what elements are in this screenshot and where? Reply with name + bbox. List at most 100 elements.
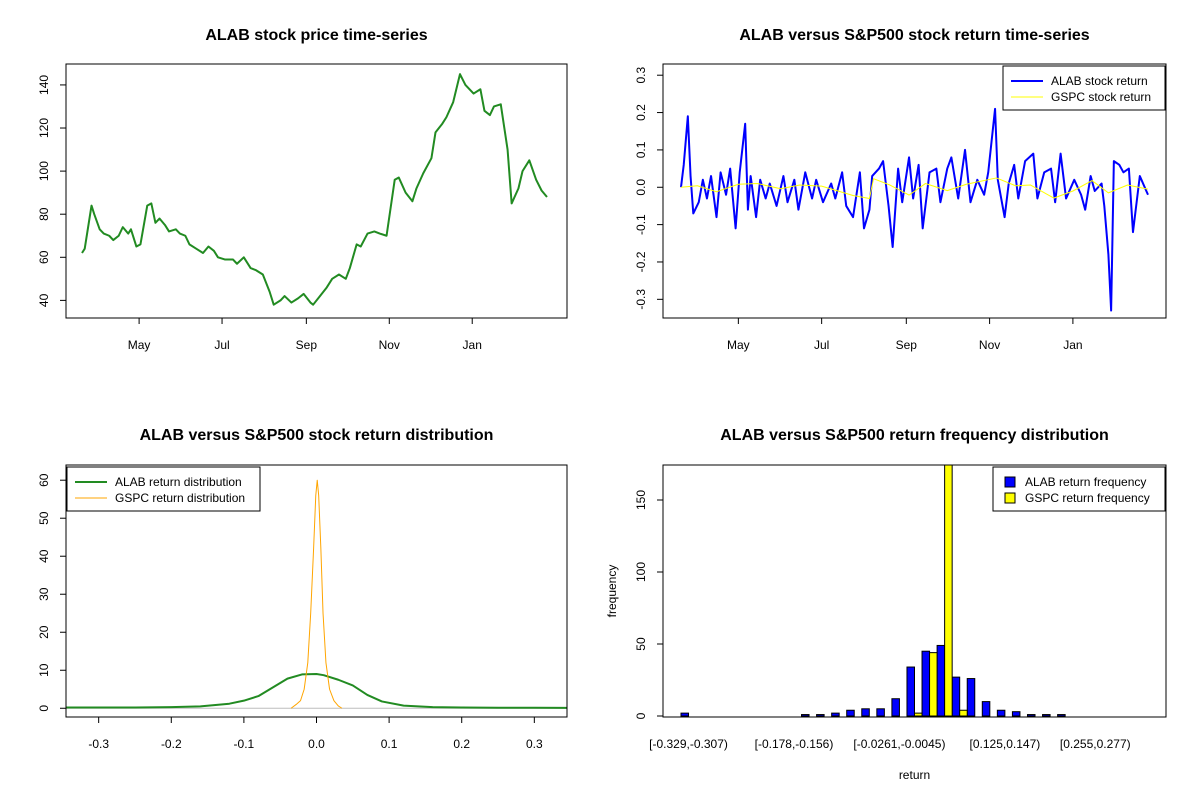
density-title: ALAB versus S&P500 stock return distribu…: [140, 427, 494, 444]
price-x-tick-label: Sep: [296, 338, 318, 352]
frequency-bar: [891, 698, 900, 717]
density-y-tick-label: 10: [37, 663, 51, 677]
density-x-tick-label: 0.3: [526, 737, 543, 751]
frequency-x-axis-label: return: [899, 768, 930, 782]
frequency-x-tick-label: [0.255,0.277): [1060, 737, 1131, 751]
frequency-bar: [1042, 714, 1051, 717]
returns-x-tick-label: May: [727, 338, 750, 352]
frequency-x-tick-label: [0.125,0.147): [970, 737, 1041, 751]
frequency-bar: [801, 714, 810, 717]
price-y-tick-label: 140: [37, 75, 51, 95]
density-y-tick-label: 60: [37, 473, 51, 487]
frequency-bar: [959, 709, 968, 717]
price-y-tick-label: 80: [37, 207, 51, 221]
frequency-x-tick-label: [-0.329,-0.307): [649, 737, 728, 751]
frequency-bar: [944, 465, 953, 717]
frequency-x-tick-label: [-0.178,-0.156): [755, 737, 834, 751]
frequency-legend-label: ALAB return frequency: [1025, 475, 1146, 489]
frequency-bar: [906, 666, 915, 717]
returns-y-tick-label: -0.1: [634, 214, 648, 235]
density-y-tick-label: 50: [37, 511, 51, 525]
density-x-tick-label: -0.2: [161, 737, 182, 751]
returns-x-tick-label: Nov: [979, 338, 1000, 352]
price-plot-frame: [65, 63, 568, 319]
price-y-tick-label: 100: [37, 161, 51, 181]
returns-series-line-0: [680, 107, 1149, 312]
frequency-bar: [1011, 711, 1021, 717]
returns-y-tick-label: 0.3: [634, 67, 648, 84]
frequency-y-tick-label: 150: [634, 490, 648, 510]
returns-plot-frame: [662, 63, 1167, 319]
price-x-tick-label: Nov: [379, 338, 400, 352]
density-legend-label: GSPC return distribution: [115, 491, 245, 505]
frequency-legend-label: GSPC return frequency: [1025, 491, 1150, 505]
returns-y-tick-label: 0.2: [634, 104, 648, 121]
frequency-bar: [816, 714, 825, 717]
density-plot-frame: [65, 464, 568, 718]
returns-legend-label: GSPC stock return: [1051, 90, 1151, 104]
returns-y-tick-label: 0.0: [634, 179, 648, 196]
price-y-tick-label: 60: [37, 250, 51, 264]
price-x-tick-label: Jul: [214, 338, 229, 352]
density-x-tick-label: -0.3: [88, 737, 109, 751]
frequency-y-tick-label: 100: [634, 562, 648, 582]
frequency-bar: [921, 650, 931, 717]
frequency-bar: [936, 644, 946, 717]
frequency-bars: [680, 465, 1066, 717]
density-y-tick-label: 40: [37, 549, 51, 563]
price-x-tick-label: Jan: [463, 338, 482, 352]
density-chart: ALAB versus S&P500 stock return distribu…: [37, 427, 568, 751]
price-series-line: [81, 73, 548, 306]
returns-series-line-1: [680, 177, 1149, 199]
returns-chart: ALAB versus S&P500 stock return time-ser…: [634, 27, 1167, 352]
frequency-bar: [981, 701, 991, 717]
price-y-tick-label: 40: [37, 293, 51, 307]
frequency-y-axis-label: frequency: [605, 565, 619, 618]
price-chart: ALAB stock price time-series 40 60 80 100 120…: [37, 27, 568, 352]
frequency-bar: [861, 708, 870, 717]
density-x-tick-label: 0.1: [381, 737, 398, 751]
frequency-x-tick-label: [-0.0261,-0.0045): [853, 737, 945, 751]
frequency-bar: [680, 712, 690, 717]
density-x-tick-label: -0.1: [234, 737, 255, 751]
returns-y-tick-label: -0.2: [634, 251, 648, 272]
frequency-bar: [846, 709, 855, 717]
returns-legend-label: ALAB stock return: [1051, 74, 1148, 88]
frequency-bar: [914, 712, 923, 717]
price-x-tick-label: May: [128, 338, 151, 352]
frequency-bar: [831, 712, 840, 717]
frequency-plot-frame: [662, 464, 1167, 718]
returns-title: ALAB versus S&P500 stock return time-ser…: [739, 27, 1089, 44]
returns-x-tick-label: Jul: [814, 338, 829, 352]
frequency-y-tick-label: 50: [634, 637, 648, 651]
frequency-chart: ALAB versus S&P500 return frequency dist…: [605, 427, 1167, 782]
density-x-tick-label: 0.2: [453, 737, 470, 751]
returns-legend-box: [1002, 65, 1166, 111]
frequency-bar: [966, 678, 976, 717]
frequency-legend-box: [992, 466, 1166, 512]
returns-y-tick-label: 0.1: [634, 141, 648, 158]
frequency-bar: [1026, 714, 1036, 717]
density-series-line-1: [290, 479, 343, 709]
frequency-bar: [1057, 714, 1066, 717]
frequency-bar: [929, 652, 938, 717]
frequency-legend-swatch: [1004, 492, 1016, 504]
frequency-bar: [951, 676, 961, 717]
returns-y-tick-label: -0.3: [634, 289, 648, 310]
frequency-bar: [876, 708, 885, 717]
density-y-tick-label: 20: [37, 625, 51, 639]
density-y-tick-label: 0: [37, 705, 51, 712]
frequency-bar: [996, 709, 1006, 717]
density-series-line-0: [66, 673, 568, 709]
frequency-title: ALAB versus S&P500 return frequency dist…: [720, 427, 1109, 444]
density-y-tick-label: 30: [37, 587, 51, 601]
frequency-y-tick-label: 0: [634, 712, 648, 719]
density-legend-label: ALAB return distribution: [115, 475, 242, 489]
density-x-tick-label: 0.0: [308, 737, 325, 751]
returns-x-tick-label: Sep: [896, 338, 918, 352]
price-y-tick-label: 120: [37, 118, 51, 138]
returns-x-tick-label: Jan: [1063, 338, 1082, 352]
price-title: ALAB stock price time-series: [205, 27, 427, 44]
